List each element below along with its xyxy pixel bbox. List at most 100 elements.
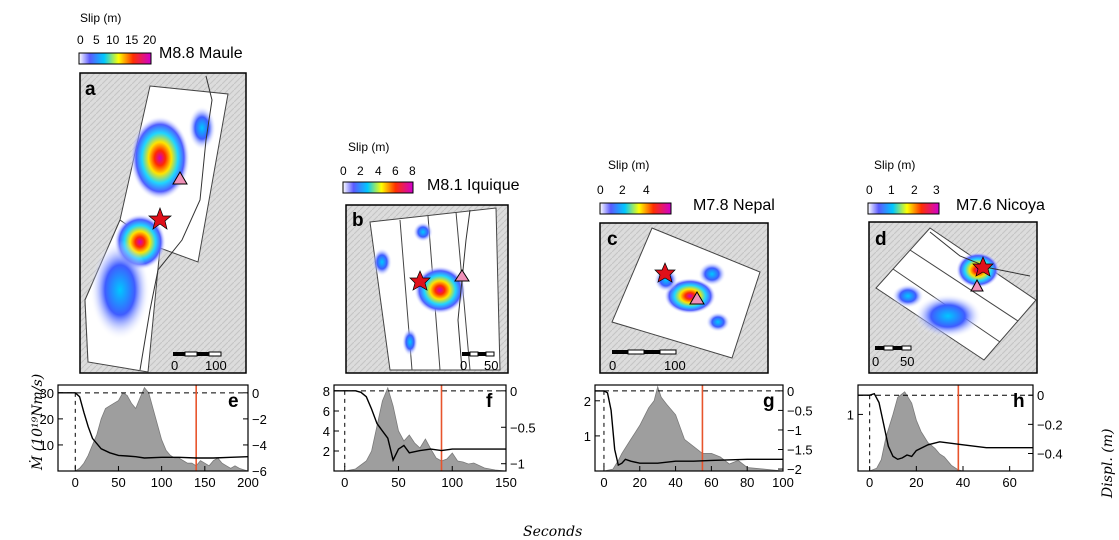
slip-patch [130,116,190,200]
x-tick-label: 50 [391,475,405,490]
y-right-tick-label: −1 [787,423,802,438]
cb-tick: 2 [619,183,626,197]
slip-patch [892,284,924,308]
slip-patch [413,222,433,242]
panel-letter-d: d [875,229,887,250]
y-right-tick-label: 0 [252,386,259,401]
moment-rate-area [58,386,249,472]
y-right-tick-label: −2 [787,462,802,477]
colorbar-title-c: Slip (m) [608,158,649,172]
x-tick-label: 80 [740,475,754,490]
x-tick-label: 200 [237,475,259,490]
slip-patch [698,262,726,286]
cb-tick: 4 [375,164,382,178]
event-title-c: M7.8 Nepal [693,197,775,214]
y-right-tick-label: −0.5 [787,403,813,418]
map-panel-a: Slip (m) 0 5 10 15 20 M8.8 Maule 0 100 a [77,11,247,374]
cb-tick: 0 [77,33,84,47]
x-tick-label: 40 [668,475,682,490]
y-right-tick-label: −6 [252,464,267,479]
colorbar-title-d: Slip (m) [874,158,915,172]
x-tick-label: 40 [956,475,970,490]
y-left-tick-label: 1 [847,407,854,422]
colorbar-ticks-c: 0 2 4 [597,183,650,197]
moment-rate-area [595,385,784,472]
cb-tick: 6 [392,164,399,178]
colorbar-b [342,181,414,194]
x-tick-label: 150 [495,475,517,490]
panel-letter-g: g [763,391,775,412]
panel-letter-a: a [85,79,96,100]
slip-patch [372,248,392,276]
plot-frame [857,384,1034,472]
slip-patch [402,328,418,356]
map-panel-d: Slip (m) 0 1 2 3 M7.6 Nicoya 0 50 d [866,158,1045,374]
epicenter-star-c [654,262,676,283]
coastline-d [929,231,1031,277]
y-left-tick-label: 8 [323,384,330,399]
y-right-tick-label: −4 [252,438,267,453]
x-tick-label: 100 [772,475,794,490]
cb-tick: 15 [125,33,139,47]
y-right-tick-label: −1 [510,457,525,472]
scale-tick: 0 [460,358,467,373]
map-panel-b: Slip (m) 0 2 4 6 8 M8.1 Iquique 0 50 b [340,140,520,374]
scale-bar-b: 0 50 [460,351,498,373]
right-axis-label: Displ. (m) [1100,429,1116,499]
y-right-tick-label: 0 [787,384,794,399]
scale-tick: 50 [484,358,498,373]
scale-bar-d: 0 50 [872,345,914,369]
scale-bar-a: 0 100 [171,351,227,373]
y-left-tick-label: 1 [584,429,591,444]
x-tick-label: 20 [633,475,647,490]
epicenter-star-d [972,256,994,277]
moment-rate-area [858,391,1033,472]
panel-letter-f: f [486,391,493,412]
cb-tick: 20 [143,33,157,47]
cb-tick: 0 [597,183,604,197]
event-title-b: M8.1 Iquique [427,177,520,194]
event-title-a: M8.8 Maule [159,45,243,62]
x-tick-label: 100 [441,475,463,490]
y-left-tick-label: 4 [323,424,330,439]
slip-patch [188,106,216,150]
x-tick-label: 150 [194,475,216,490]
cb-tick: 2 [357,164,364,178]
x-tick-label: 60 [1002,475,1016,490]
station-triangle-d [970,278,984,292]
epicenter-star-b [409,270,431,291]
scale-tick: 50 [900,354,914,369]
colorbar-title-b: Slip (m) [348,140,389,154]
cb-tick: 8 [409,164,416,178]
cb-tick: 5 [93,33,100,47]
y-right-tick-label: −0.2 [1037,417,1063,432]
colorbar-d [867,202,940,215]
plot-frame [333,384,507,472]
x-tick-label: 60 [704,475,718,490]
x-axis-label: Seconds [523,524,582,540]
colorbar-ticks-b: 0 2 4 6 8 [340,164,416,178]
y-right-tick-label: −0.4 [1037,447,1063,462]
x-tick-label: 100 [151,475,173,490]
ts-panel-e: 0 50 100 150 200 10 20 30 0 −2 −4 −6 e [40,384,267,490]
y-left-tick-label: 20 [40,412,54,427]
cb-tick: 1 [888,183,895,197]
x-tick-label: 0 [72,475,79,490]
cb-tick: 0 [866,183,873,197]
panel-letter-h: h [1013,391,1025,412]
plot-frame [594,384,784,472]
slip-patch [706,312,730,332]
x-tick-label: 50 [111,475,125,490]
y-right-tick-label: 0 [510,384,517,399]
moment-rate-area [334,386,507,472]
event-title-d: M7.6 Nicoya [956,197,1045,214]
slip-patch [90,240,150,340]
colorbar-c [599,202,672,215]
station-triangle-b [454,269,470,282]
displacement-line [858,392,1033,461]
cb-tick: 2 [911,183,918,197]
cb-tick: 10 [106,33,120,47]
y-left-tick-label: 6 [323,404,330,419]
